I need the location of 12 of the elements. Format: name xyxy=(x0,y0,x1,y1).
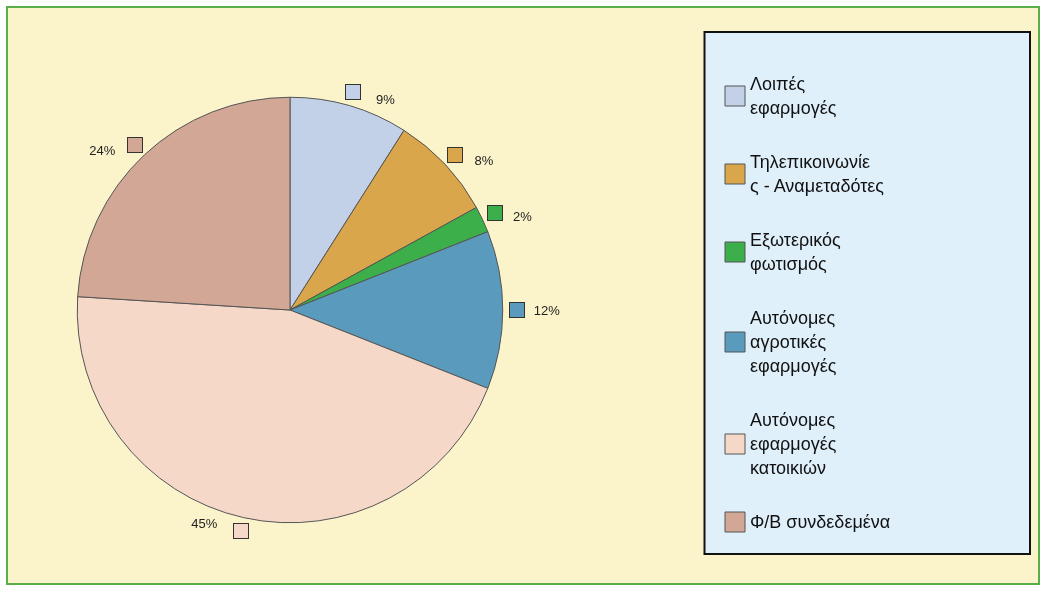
data-label: 24% xyxy=(89,143,116,159)
legend-label: Αυτόνομες εφαρμογές κατοικιών xyxy=(750,410,842,478)
data-label: 45% xyxy=(191,515,218,531)
legend-label: Λοιπές εφαρμογές xyxy=(750,74,837,118)
data-label: 9% xyxy=(376,92,396,108)
data-label: 2% xyxy=(512,209,533,225)
legend-label: Τηλεπικοινωνίες - Αναμεταδότες xyxy=(750,152,885,196)
legend-label: Αυτόνομες αγροτικές εφαρμογές xyxy=(750,308,841,376)
legend-label: Φ/Β συνδεδεμένα xyxy=(750,512,891,532)
data-label: 12% xyxy=(533,302,561,318)
data-label: 8% xyxy=(474,152,494,168)
legend-label: Εξωτερικός φωτισμός xyxy=(750,230,846,274)
